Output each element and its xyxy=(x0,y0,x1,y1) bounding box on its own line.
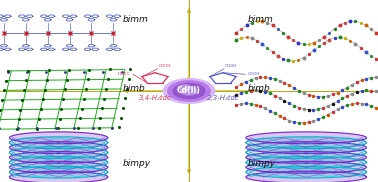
Polygon shape xyxy=(246,142,367,153)
Polygon shape xyxy=(246,137,367,149)
Polygon shape xyxy=(9,166,108,178)
Bar xyxy=(0,133,117,182)
Polygon shape xyxy=(9,132,108,144)
Bar xyxy=(0,0,117,66)
Polygon shape xyxy=(246,132,367,144)
Bar xyxy=(0,67,117,133)
Bar xyxy=(234,67,378,133)
Polygon shape xyxy=(9,137,108,149)
Text: COOH: COOH xyxy=(248,72,260,76)
Text: bimpy: bimpy xyxy=(123,159,151,168)
Text: 3,4-H₂tdc: 3,4-H₂tdc xyxy=(139,95,171,101)
Text: COOH: COOH xyxy=(159,64,171,68)
Circle shape xyxy=(163,79,215,103)
Text: bimpy: bimpy xyxy=(248,159,276,168)
Bar xyxy=(234,133,378,182)
Polygon shape xyxy=(246,161,367,173)
Polygon shape xyxy=(246,171,367,182)
Text: COOH: COOH xyxy=(225,64,237,68)
Text: bimb: bimb xyxy=(123,84,146,93)
Circle shape xyxy=(168,81,210,101)
Text: bimm: bimm xyxy=(248,15,273,24)
Bar xyxy=(234,0,378,66)
Circle shape xyxy=(173,83,205,99)
Text: 2,3-H₂tdc: 2,3-H₂tdc xyxy=(207,95,239,101)
Polygon shape xyxy=(246,147,367,158)
Text: bimb: bimb xyxy=(248,84,270,93)
Polygon shape xyxy=(9,152,108,163)
Circle shape xyxy=(181,87,197,95)
Polygon shape xyxy=(9,142,108,153)
Polygon shape xyxy=(9,161,108,173)
Circle shape xyxy=(178,85,191,91)
Polygon shape xyxy=(9,171,108,182)
Text: HOOC: HOOC xyxy=(118,72,130,76)
Polygon shape xyxy=(246,152,367,163)
Polygon shape xyxy=(9,157,108,168)
Text: Cd(II): Cd(II) xyxy=(177,86,201,96)
Polygon shape xyxy=(9,147,108,158)
Polygon shape xyxy=(246,166,367,178)
Polygon shape xyxy=(246,157,367,168)
Text: bimm: bimm xyxy=(123,15,149,24)
